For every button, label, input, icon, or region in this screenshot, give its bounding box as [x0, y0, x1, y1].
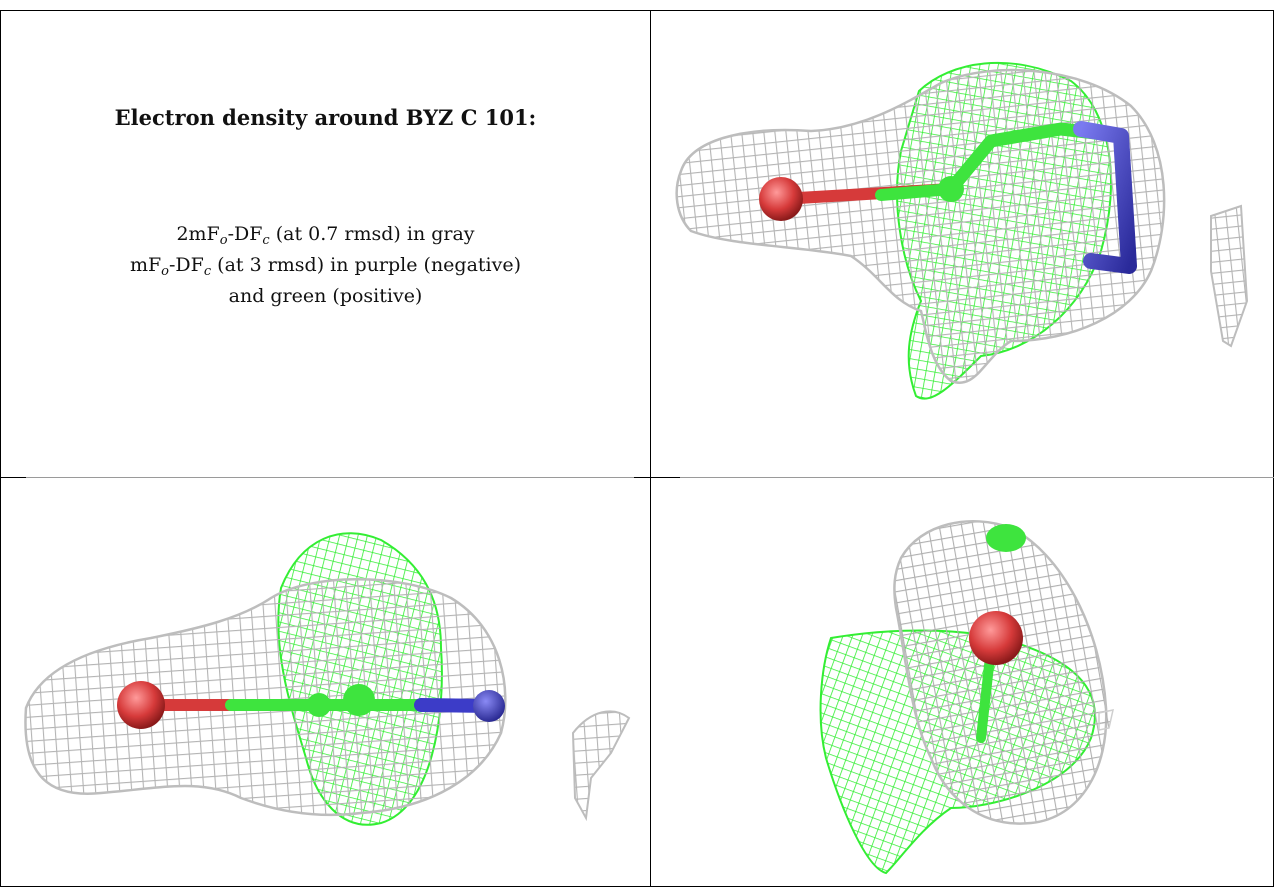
carbon-atom: [307, 693, 331, 717]
density-render-2: [24, 532, 631, 826]
caption-cell: Electron density around BYZ C 101: 2mFo-…: [1, 11, 650, 477]
table-top-border: [0, 10, 1274, 11]
oxygen-atom: [117, 681, 165, 729]
density-render-3: [819, 520, 1114, 875]
carbon-atom: [343, 684, 375, 716]
gray-density-mesh: [24, 578, 507, 817]
table-left-border: [0, 10, 1, 887]
row-divider-tick-left: [0, 477, 26, 478]
density-panel-bottom-left: [1, 478, 650, 886]
sub-o: o: [219, 233, 228, 248]
nitrogen-atom: [473, 690, 505, 722]
ring-nitrogen-bonds: [1073, 121, 1137, 274]
text-2mf: 2mF: [176, 223, 220, 245]
legend-line-2fofc: 2mFo-DFc (at 0.7 rmsd) in gray: [1, 219, 650, 250]
density-panel-top-right: [651, 11, 1273, 477]
sub-c: c: [262, 233, 270, 248]
text-purple: (at 3 rmsd) in purple (negative): [211, 254, 522, 276]
sub-c: c: [203, 264, 212, 279]
table-column-divider: [650, 10, 651, 887]
text-mf: mF: [129, 254, 162, 276]
isolated-mesh-fragment: [571, 710, 631, 822]
legend-line-fofc: mFo-DFc (at 3 rmsd) in purple (negative): [1, 250, 650, 281]
gray-density-mesh: [675, 68, 1166, 384]
density-panel-bottom-right: [651, 478, 1273, 886]
legend-line-green: and green (positive): [228, 285, 423, 307]
oxygen-atom: [759, 177, 803, 221]
sub-o: o: [161, 264, 169, 279]
density-render-1: [675, 61, 1249, 400]
carbon-atom: [938, 176, 964, 202]
isolated-mesh-fragment: [1210, 204, 1249, 348]
figure-description: 2mFo-DFc (at 0.7 rmsd) in gray mFo-DFc (…: [1, 219, 650, 312]
isolated-mesh-fragment: [1098, 709, 1114, 731]
figure-title: Electron density around BYZ C 101:: [114, 105, 537, 130]
text-df: -DF: [169, 254, 204, 276]
row-divider-tick-center: [634, 477, 680, 478]
oxygen-atom: [969, 611, 1023, 665]
text-df: -DF: [227, 223, 263, 245]
table-bottom-border: [0, 886, 1274, 887]
text-gray: (at 0.7 rmsd) in gray: [269, 223, 475, 245]
carbon-atom: [986, 524, 1026, 552]
